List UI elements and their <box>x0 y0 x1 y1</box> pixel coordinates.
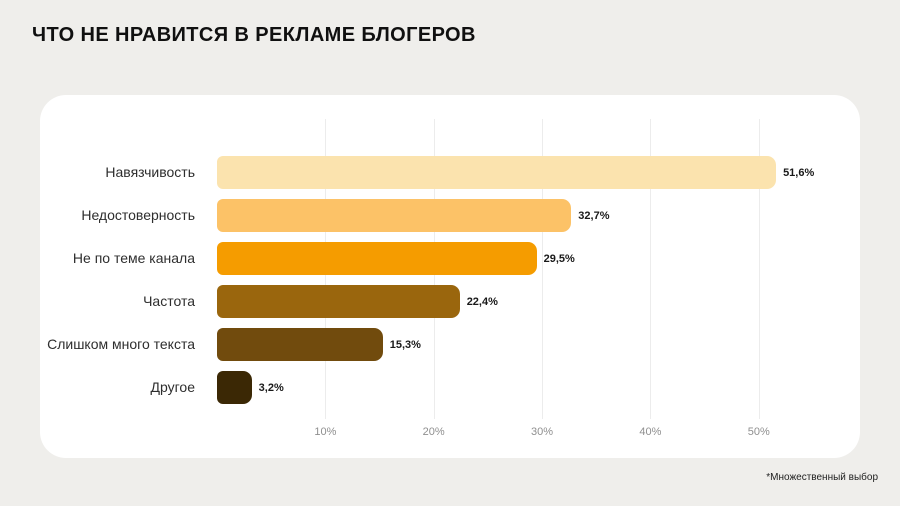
x-tick-label: 40% <box>639 426 662 438</box>
chart-row: Навязчивость 51,6% <box>40 151 840 194</box>
bar <box>217 199 572 232</box>
chart-rows: Навязчивость 51,6% Недостоверность 32,7% Не … <box>40 151 840 409</box>
x-tick-label: 50% <box>747 426 770 438</box>
chart-row: Недостоверность 32,7% <box>40 194 840 237</box>
gridline <box>758 119 760 419</box>
category-label: Навязчивость <box>105 164 195 181</box>
bar-area: 15,3% <box>217 328 840 361</box>
x-tick-label: 20% <box>422 426 445 438</box>
value-label: 15,3% <box>389 338 421 351</box>
page-title: ЧТО НЕ НРАВИТСЯ В РЕКЛАМЕ БЛОГЕРОВ <box>32 24 476 46</box>
value-label: 29,5% <box>543 252 575 265</box>
gridline <box>542 119 544 419</box>
value-label: 3,2% <box>258 381 284 394</box>
x-axis: 10% 20% 30% 40% 50% <box>217 426 840 442</box>
x-tick-label: 10% <box>314 426 337 438</box>
value-label: 22,4% <box>466 295 498 308</box>
category-label: Не по теме канала <box>72 250 195 267</box>
bar-area: 3,2% <box>217 371 840 404</box>
category-label: Другое <box>150 379 195 396</box>
gridline <box>650 119 652 419</box>
footnote: *Множественный выбор <box>766 472 878 483</box>
value-label: 51,6% <box>783 166 815 179</box>
chart-row: Не по теме канала 29,5% <box>40 237 840 280</box>
bar <box>217 156 777 189</box>
bar <box>217 242 537 275</box>
chart-row: Другое 3,2% <box>40 366 840 409</box>
chart-row: Частота 22,4% <box>40 280 840 323</box>
bar <box>217 371 252 404</box>
bar-area: 29,5% <box>217 242 840 275</box>
x-tick-label: 30% <box>531 426 554 438</box>
bar-area: 22,4% <box>217 285 840 318</box>
bar-area: 51,6% <box>217 156 840 189</box>
category-label: Частота <box>143 293 195 310</box>
category-label: Недостоверность <box>81 207 195 224</box>
bar <box>217 328 383 361</box>
category-label: Слишком много текста <box>47 336 195 353</box>
bar <box>217 285 460 318</box>
chart-row: Слишком много текста 15,3% <box>40 323 840 366</box>
bar-area: 32,7% <box>217 199 840 232</box>
chart-card: Навязчивость 51,6% Недостоверность 32,7% Не … <box>40 95 860 458</box>
value-label: 32,7% <box>578 209 610 222</box>
